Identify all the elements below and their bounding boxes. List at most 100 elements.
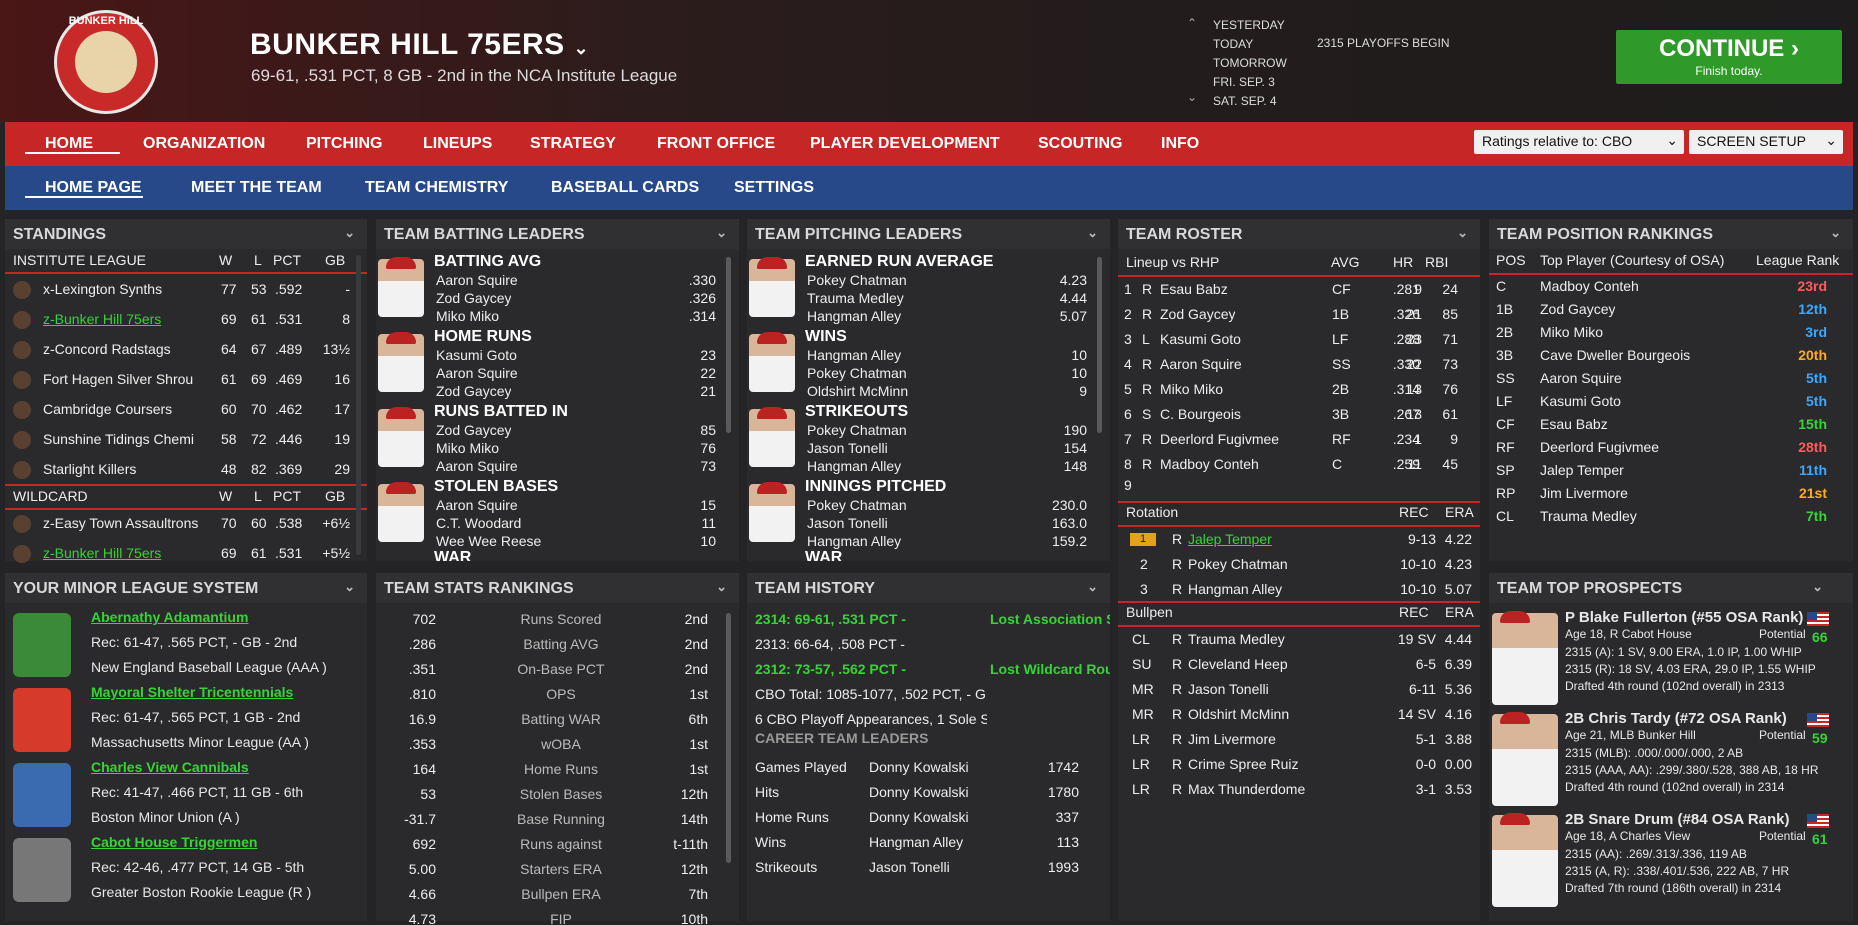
leader-row[interactable]: Hangman Alley 148: [747, 458, 1110, 476]
team-name[interactable]: Cambridge Coursers: [43, 401, 173, 417]
player-name[interactable]: Miko Miko: [436, 440, 500, 456]
lineup-row[interactable]: 2 R Zod Gaycey 1B .326 21 85: [1118, 302, 1480, 327]
bullpen-row[interactable]: MR R Jason Tonelli 6-11 5.36: [1118, 677, 1480, 702]
player-name[interactable]: Jason Tonelli: [807, 515, 888, 531]
team-name[interactable]: z-Concord Radstags: [43, 341, 171, 357]
player-name[interactable]: C.T. Woodard: [436, 515, 522, 531]
player-name[interactable]: Zod Gaycey: [1540, 301, 1616, 317]
chevron-down-icon[interactable]: ⌄: [344, 579, 355, 594]
standings-row[interactable]: z-Bunker Hill 75ers 69 61 .531 +5½: [5, 539, 367, 569]
leader-row[interactable]: Hangman Alley 10: [747, 347, 1110, 365]
lineup-row[interactable]: 7 R Deerlord Fugivmee RF .234 1 9: [1118, 427, 1480, 452]
leader-row[interactable]: Aaron Squire 15: [376, 497, 739, 515]
leader-row[interactable]: Pokey Chatman 190: [747, 422, 1110, 440]
chevron-down-icon[interactable]: ⌄: [1087, 225, 1098, 240]
minor-team-name[interactable]: Abernathy Adamantium: [91, 609, 249, 625]
player-name[interactable]: Zod Gaycey: [436, 383, 512, 399]
bullpen-row[interactable]: LR R Jim Livermore 5-1 3.88: [1118, 727, 1480, 752]
player-name[interactable]: Miko Miko: [1160, 381, 1224, 397]
leader-row[interactable]: Pokey Chatman 4.23: [747, 272, 1110, 290]
player-name[interactable]: Deerlord Fugivmee: [1540, 439, 1660, 455]
leader-row[interactable]: Aaron Squire 73: [376, 458, 739, 476]
position-row[interactable]: SS Aaron Squire 5th: [1489, 367, 1853, 390]
player-name[interactable]: Trauma Medley: [807, 290, 904, 306]
standings-row[interactable]: Cambridge Coursers 60 70 .462 17: [5, 395, 367, 425]
subnav-home-page[interactable]: HOME PAGE: [45, 179, 142, 196]
player-name[interactable]: Esau Babz: [1540, 416, 1608, 432]
position-row[interactable]: SP Jalep Temper 11th: [1489, 459, 1853, 482]
scrollbar[interactable]: [726, 257, 731, 433]
team-name[interactable]: Starlight Killers: [43, 461, 137, 477]
lineup-row[interactable]: 6 S C. Bourgeois 3B .267 13 61: [1118, 402, 1480, 427]
chevron-down-icon[interactable]: ⌄: [1087, 579, 1098, 594]
player-name[interactable]: Jalep Temper: [1188, 531, 1272, 547]
standings-row[interactable]: z-Easy Town Assaultrons 70 60 .538 +6½: [5, 509, 367, 539]
nav-strategy[interactable]: STRATEGY: [530, 135, 616, 152]
rotation-row[interactable]: 1 R Jalep Temper 9-13 4.22: [1118, 527, 1480, 552]
chevron-up-icon[interactable]: ⌃: [1187, 16, 1198, 30]
bullpen-row[interactable]: SU R Cleveland Heep 6-5 6.39: [1118, 652, 1480, 677]
player-name[interactable]: Aaron Squire: [1160, 356, 1242, 372]
prospect-name[interactable]: 2B Chris Tardy (#72 OSA Rank): [1565, 710, 1787, 727]
subnav-meet-the-team[interactable]: MEET THE TEAM: [191, 179, 322, 196]
career-player[interactable]: Hangman Alley: [869, 834, 964, 850]
player-name[interactable]: Oldshirt McMinn: [1188, 706, 1290, 722]
date-item[interactable]: SAT. SEP. 4: [1213, 94, 1277, 108]
leader-row[interactable]: Pokey Chatman 10: [747, 365, 1110, 383]
player-name[interactable]: Max Thunderdome: [1188, 781, 1306, 797]
leader-row[interactable]: Jason Tonelli 154: [747, 440, 1110, 458]
leader-row[interactable]: Jason Tonelli 163.0: [747, 515, 1110, 533]
nav-pitching[interactable]: PITCHING: [306, 135, 383, 152]
player-name[interactable]: Madboy Conteh: [1540, 278, 1639, 294]
rotation-row[interactable]: 3 R Hangman Alley 10-10 5.07: [1118, 577, 1480, 602]
leader-row[interactable]: Kasumi Goto 23: [376, 347, 739, 365]
leader-row[interactable]: Hangman Alley 159.2: [747, 533, 1110, 551]
player-name[interactable]: Kasumi Goto: [1160, 331, 1241, 347]
player-name[interactable]: Hangman Alley: [1188, 581, 1283, 597]
minor-team-name[interactable]: Charles View Cannibals: [91, 759, 249, 775]
player-name[interactable]: Miko Miko: [436, 308, 500, 324]
player-name[interactable]: Miko Miko: [1540, 324, 1604, 340]
player-name[interactable]: Aaron Squire: [436, 365, 518, 381]
lineup-row[interactable]: 1 R Esau Babz CF .281 9 24: [1118, 277, 1480, 302]
player-name[interactable]: Zod Gaycey: [1160, 306, 1236, 322]
player-name[interactable]: Zod Gaycey: [436, 290, 512, 306]
leader-row[interactable]: Oldshirt McMinn 9: [747, 383, 1110, 401]
date-item[interactable]: TODAY: [1213, 37, 1254, 51]
chevron-down-icon[interactable]: ⌄: [1187, 90, 1198, 104]
date-item[interactable]: FRI. SEP. 3: [1213, 75, 1275, 89]
lineup-row[interactable]: 5 R Miko Miko 2B .314 13 76: [1118, 377, 1480, 402]
screen-setup-dropdown[interactable]: SCREEN SETUP ⌄: [1689, 130, 1843, 154]
subnav-baseball-cards[interactable]: BASEBALL CARDS: [551, 179, 700, 196]
leader-row[interactable]: Zod Gaycey .326: [376, 290, 739, 308]
lineup-row[interactable]: 8 R Madboy Conteh C .259 11 45: [1118, 452, 1480, 477]
chevron-down-icon[interactable]: ⌄: [344, 225, 355, 240]
position-row[interactable]: C Madboy Conteh 23rd: [1489, 275, 1853, 298]
leader-row[interactable]: Wee Wee Reese 10: [376, 533, 739, 551]
prospect-name[interactable]: P Blake Fullerton (#55 OSA Rank): [1565, 609, 1804, 626]
player-name[interactable]: Zod Gaycey: [436, 422, 512, 438]
leader-row[interactable]: Trauma Medley 4.44: [747, 290, 1110, 308]
nav-home[interactable]: HOME: [45, 135, 93, 152]
leader-row[interactable]: Miko Miko 76: [376, 440, 739, 458]
player-name[interactable]: Jason Tonelli: [807, 440, 888, 456]
player-name[interactable]: Madboy Conteh: [1160, 456, 1259, 472]
standings-row[interactable]: Fort Hagen Silver Shrou 61 69 .469 16: [5, 365, 367, 395]
player-name[interactable]: Hangman Alley: [807, 533, 902, 549]
career-player[interactable]: Donny Kowalski: [869, 784, 969, 800]
standings-row[interactable]: Sunshine Tidings Chemi 58 72 .446 19: [5, 425, 367, 455]
minor-team-name[interactable]: Mayoral Shelter Tricentennials: [91, 684, 294, 700]
ratings-dropdown[interactable]: Ratings relative to: CBO ⌄: [1474, 130, 1684, 154]
bullpen-row[interactable]: LR R Max Thunderdome 3-1 3.53: [1118, 777, 1480, 802]
player-name[interactable]: Kasumi Goto: [436, 347, 517, 363]
player-name[interactable]: Pokey Chatman: [807, 272, 907, 288]
chevron-down-icon[interactable]: ⌄: [716, 225, 727, 240]
nav-lineups[interactable]: LINEUPS: [423, 135, 493, 152]
team-name[interactable]: Sunshine Tidings Chemi: [43, 431, 194, 447]
bullpen-row[interactable]: LR R Crime Spree Ruiz 0-0 0.00: [1118, 752, 1480, 777]
nav-front-office[interactable]: FRONT OFFICE: [657, 135, 776, 152]
standings-row[interactable]: z-Concord Radstags 64 67 .489 13½: [5, 335, 367, 365]
chevron-down-icon[interactable]: ⌄: [716, 579, 727, 594]
chevron-down-icon[interactable]: ⌄: [1812, 579, 1823, 594]
leader-row[interactable]: Pokey Chatman 230.0: [747, 497, 1110, 515]
